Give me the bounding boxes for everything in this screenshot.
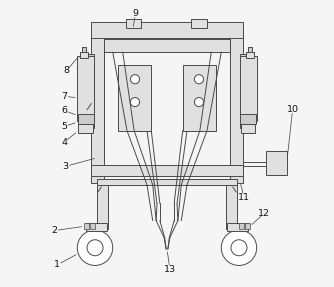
Bar bbox=[119, 65, 151, 131]
Circle shape bbox=[231, 240, 247, 256]
Text: 7: 7 bbox=[61, 92, 67, 101]
Bar bbox=[126, 19, 141, 28]
Bar bbox=[91, 166, 243, 176]
Bar bbox=[240, 54, 245, 128]
Text: 2: 2 bbox=[51, 226, 57, 235]
Bar bbox=[248, 47, 252, 52]
Circle shape bbox=[77, 230, 113, 265]
Bar bbox=[191, 19, 207, 28]
Bar bbox=[91, 22, 243, 38]
Text: 9: 9 bbox=[133, 9, 139, 18]
Bar bbox=[230, 28, 243, 183]
Circle shape bbox=[221, 230, 257, 265]
Bar bbox=[183, 65, 215, 131]
Bar bbox=[77, 56, 94, 121]
Text: 3: 3 bbox=[62, 162, 69, 171]
Text: 8: 8 bbox=[63, 66, 69, 75]
Circle shape bbox=[194, 75, 203, 84]
Circle shape bbox=[194, 98, 203, 107]
Bar bbox=[240, 56, 257, 121]
Circle shape bbox=[131, 98, 140, 107]
Bar bbox=[241, 124, 255, 133]
Text: 13: 13 bbox=[164, 265, 176, 274]
Bar bbox=[104, 39, 230, 52]
Text: 11: 11 bbox=[238, 193, 250, 202]
Text: 6: 6 bbox=[61, 106, 67, 115]
Bar bbox=[240, 114, 256, 123]
Bar bbox=[78, 124, 93, 133]
Bar bbox=[245, 224, 250, 229]
Text: 1: 1 bbox=[54, 260, 60, 269]
Bar bbox=[227, 224, 248, 231]
Bar bbox=[80, 52, 89, 58]
Bar bbox=[225, 185, 237, 229]
Bar bbox=[86, 224, 107, 231]
Text: 4: 4 bbox=[61, 137, 67, 147]
Bar bbox=[239, 224, 244, 229]
Bar bbox=[245, 52, 254, 58]
Bar bbox=[90, 224, 95, 229]
Bar bbox=[82, 47, 86, 52]
Bar bbox=[97, 185, 109, 229]
Text: 10: 10 bbox=[287, 105, 299, 114]
Bar bbox=[266, 151, 287, 175]
Bar bbox=[78, 114, 94, 123]
Bar bbox=[84, 224, 89, 229]
Text: 5: 5 bbox=[61, 122, 67, 131]
Circle shape bbox=[131, 75, 140, 84]
Circle shape bbox=[87, 240, 103, 256]
Bar bbox=[97, 179, 237, 185]
Bar bbox=[89, 54, 94, 128]
Bar bbox=[91, 28, 104, 183]
Text: 12: 12 bbox=[258, 209, 270, 218]
